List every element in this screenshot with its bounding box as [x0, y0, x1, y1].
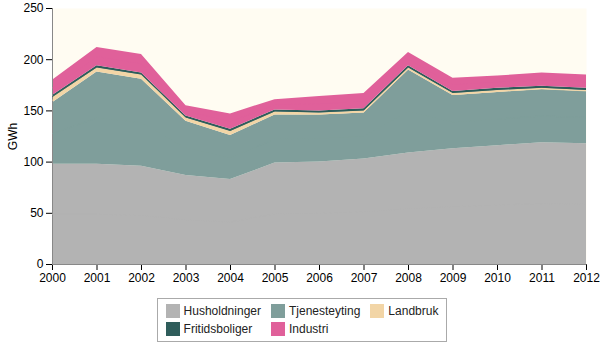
svg-text:2010: 2010	[484, 271, 511, 285]
svg-text:2006: 2006	[306, 271, 333, 285]
svg-text:200: 200	[23, 53, 43, 67]
svg-text:2009: 2009	[440, 271, 467, 285]
svg-text:0: 0	[37, 257, 44, 271]
svg-text:50: 50	[30, 206, 44, 220]
svg-text:2012: 2012	[573, 271, 600, 285]
svg-text:150: 150	[23, 104, 43, 118]
svg-text:GWh: GWh	[6, 123, 20, 150]
html-text:Tjenesteyting: Tjenesteyting	[289, 304, 361, 318]
svg-text:2011: 2011	[529, 271, 555, 285]
svg-text:2001: 2001	[84, 271, 111, 285]
html-text:Fritidsboliger: Fritidsboliger	[183, 322, 253, 336]
html-text:Husholdninger: Husholdninger	[183, 304, 261, 318]
svg-text:2007: 2007	[351, 271, 378, 285]
svg-text:2003: 2003	[173, 271, 200, 285]
svg-text:250: 250	[23, 1, 43, 15]
html-text:Landbruk: Landbruk	[388, 304, 439, 318]
svg-text:2005: 2005	[262, 271, 289, 285]
svg-text:2000: 2000	[39, 271, 66, 285]
svg-text:2004: 2004	[217, 271, 244, 285]
html-text:Industri: Industri	[289, 322, 329, 336]
svg-text:2002: 2002	[128, 271, 155, 285]
svg-text:100: 100	[23, 155, 43, 169]
svg-text:2008: 2008	[395, 271, 422, 285]
